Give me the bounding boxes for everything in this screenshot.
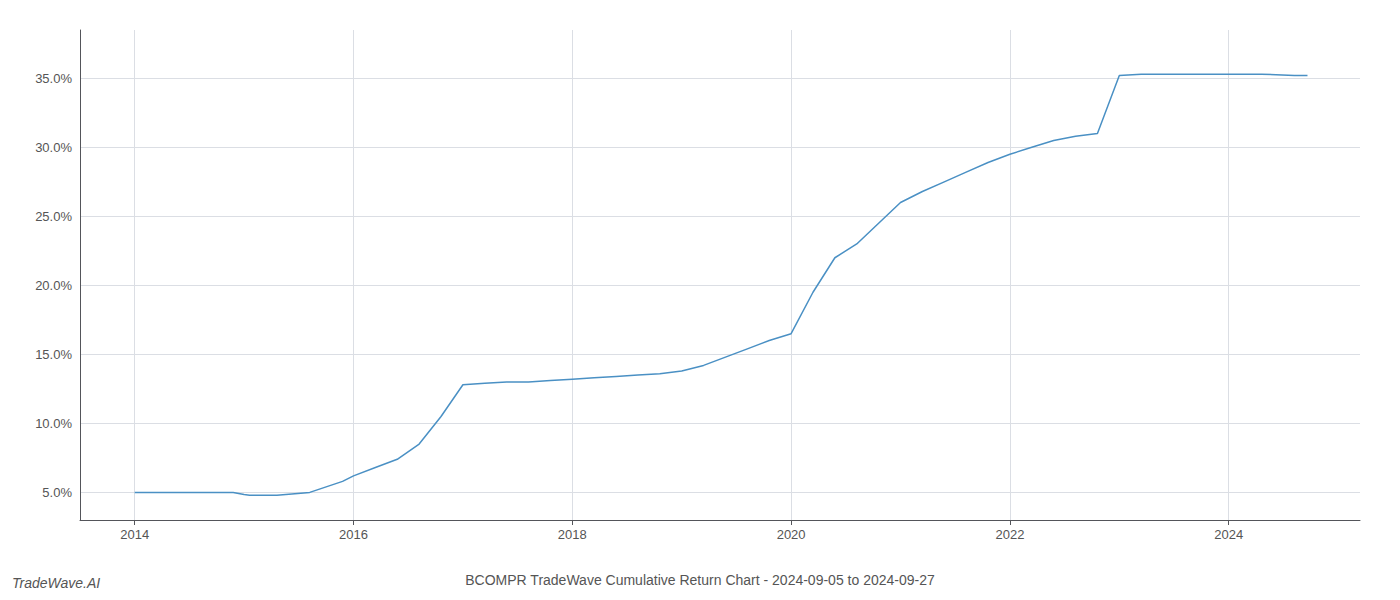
svg-text:BCOMPR TradeWave Cumulative Re: BCOMPR TradeWave Cumulative Return Chart…	[465, 572, 935, 588]
svg-text:30.0%: 30.0%	[35, 140, 72, 155]
svg-text:2020: 2020	[777, 527, 806, 542]
svg-text:25.0%: 25.0%	[35, 209, 72, 224]
svg-text:2014: 2014	[120, 527, 149, 542]
svg-text:35.0%: 35.0%	[35, 71, 72, 86]
svg-text:2016: 2016	[339, 527, 368, 542]
svg-text:2022: 2022	[995, 527, 1024, 542]
svg-text:2024: 2024	[1214, 527, 1243, 542]
svg-text:10.0%: 10.0%	[35, 416, 72, 431]
svg-text:15.0%: 15.0%	[35, 347, 72, 362]
svg-text:TradeWave.AI: TradeWave.AI	[12, 575, 100, 591]
svg-text:2018: 2018	[558, 527, 587, 542]
svg-text:5.0%: 5.0%	[42, 485, 72, 500]
svg-text:20.0%: 20.0%	[35, 278, 72, 293]
